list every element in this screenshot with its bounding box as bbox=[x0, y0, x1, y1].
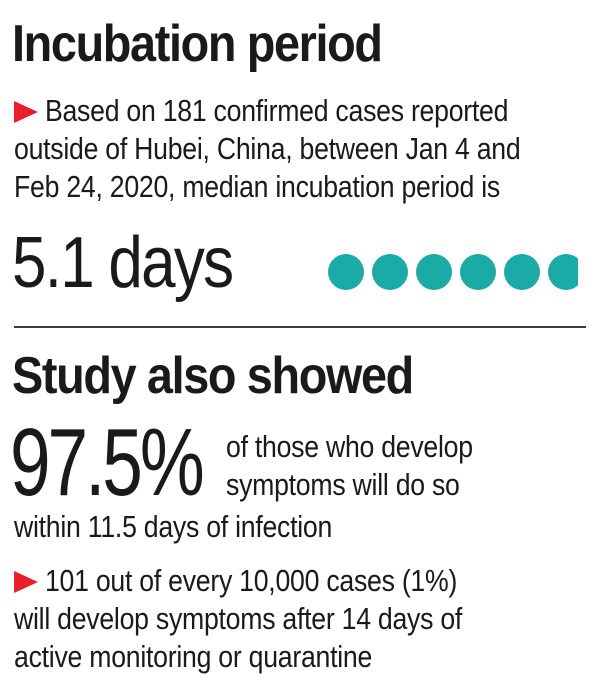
percent-line-1: of those who develop bbox=[226, 429, 473, 464]
section1-text: Based on 181 confirmed cases reported ou… bbox=[14, 92, 521, 206]
section2-heading: Study also showed bbox=[12, 347, 414, 405]
percent-tail: within 11.5 days of infection bbox=[14, 509, 333, 544]
section1-line-3: Feb 24, 2020, median incubation period i… bbox=[14, 169, 500, 204]
red-arrow-icon bbox=[14, 571, 39, 593]
day-dot-3 bbox=[416, 254, 452, 290]
percent-value: 97.5% bbox=[10, 409, 205, 516]
day-dot-4 bbox=[460, 254, 496, 290]
median-days-value: 5.1 days bbox=[12, 223, 234, 303]
percent-line-2: symptoms will do so bbox=[226, 467, 460, 502]
section2-line-1: 101 out of every 10,000 cases (1%) bbox=[14, 562, 462, 600]
percent-description: of those who develop symptoms will do so bbox=[226, 428, 473, 504]
day-dot-2 bbox=[372, 254, 408, 290]
section-divider bbox=[14, 326, 586, 328]
day-dot-partial bbox=[548, 254, 578, 290]
red-arrow-icon bbox=[14, 101, 39, 123]
section1-heading: Incubation period bbox=[12, 15, 383, 73]
section1-line-2: outside of Hubei, China, between Jan 4 a… bbox=[14, 131, 521, 166]
section2-text: 101 out of every 10,000 cases (1%) will … bbox=[14, 562, 462, 676]
section2-line-2: will develop symptoms after 14 days of bbox=[14, 601, 463, 636]
day-dot-1 bbox=[328, 254, 364, 290]
section1-line-1: Based on 181 confirmed cases reported bbox=[14, 92, 520, 130]
section2-line-3: active monitoring or quarantine bbox=[14, 639, 373, 674]
days-dots-graphic bbox=[328, 252, 578, 292]
day-dot-5 bbox=[504, 254, 540, 290]
